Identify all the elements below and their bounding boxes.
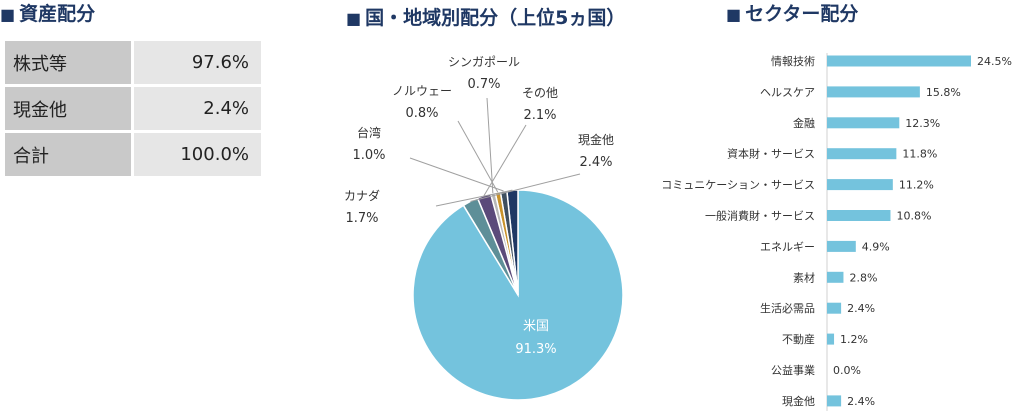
bar [827, 395, 842, 407]
square-bullet-icon: ■ [0, 5, 16, 24]
pie-label-name: カナダ [344, 188, 380, 203]
pie-leader-line [486, 97, 494, 194]
row-value: 97.6% [131, 41, 261, 84]
bar-category-label: 金融 [793, 116, 815, 130]
bar-value-label: 24.5% [977, 55, 1012, 68]
bar [827, 148, 897, 160]
table-row: 合計 100.0% [5, 133, 261, 176]
pie-label-name: 米国 [523, 319, 549, 334]
pie-label-value: 2.4% [579, 155, 612, 170]
table-row: 現金他 2.4% [5, 87, 261, 130]
bar-category-label: 情報技術 [771, 55, 815, 68]
country-allocation-title: ■ 国・地域別配分（上位5ヵ国） [346, 6, 625, 31]
pie-label-name: ノルウェー [392, 84, 452, 98]
bar-category-label: 不動産 [782, 332, 815, 346]
bar-category-label: 生活必需品 [760, 301, 815, 315]
bar-category-label: 一般消費財・サービス [705, 209, 815, 223]
pie-label-value: 1.7% [345, 211, 378, 226]
bar-value-label: 0.0% [833, 364, 861, 377]
bar [827, 86, 920, 98]
pie-leader-line [457, 120, 499, 193]
bar [827, 55, 971, 67]
pie-label-name: その他 [522, 86, 558, 100]
pie-leader-line [483, 124, 527, 196]
table-row: 株式等 97.6% [5, 41, 261, 84]
bar-category-label: 現金他 [782, 394, 815, 408]
pie-label-name: 台湾 [357, 125, 381, 140]
bar [827, 240, 856, 252]
bar [827, 179, 893, 191]
pie-leader-line [409, 157, 504, 192]
bar-value-label: 1.2% [840, 333, 868, 346]
pie-leader-line [435, 189, 513, 207]
sector-allocation-title: ■ セクター配分 [726, 2, 858, 27]
bar-category-label: エネルギー [760, 240, 815, 253]
bar-value-label: 10.8% [896, 210, 931, 223]
bar [827, 210, 891, 221]
asset-allocation-table: 株式等 97.6% 現金他 2.4% 合計 100.0% [5, 38, 261, 179]
pie-label-value: 2.1% [523, 108, 556, 123]
pie-label-value: 0.8% [405, 106, 438, 121]
row-value: 2.4% [131, 87, 261, 130]
sector-allocation-title-text: セクター配分 [745, 3, 859, 25]
row-value: 100.0% [131, 133, 261, 176]
pie-label-value: 0.7% [467, 77, 500, 92]
row-label: 株式等 [5, 41, 131, 84]
square-bullet-icon: ■ [346, 9, 362, 28]
country-allocation-title-text: 国・地域別配分（上位5ヵ国） [365, 7, 626, 29]
pie-label-value: 91.3% [515, 342, 556, 357]
bar-value-label: 4.9% [862, 240, 890, 253]
bar-value-label: 11.2% [899, 179, 934, 192]
country-pie-chart: 米国 91.3% カナダ 1.7% 台湾 1.0% ノルウェー 0.8% シンガポール 0.7% そ… [344, 55, 624, 401]
bar-value-label: 2.4% [847, 302, 875, 315]
bar [827, 271, 844, 283]
bar-value-label: 11.8% [902, 148, 937, 161]
pie-label-name: 現金他 [578, 132, 614, 147]
row-label: 現金他 [5, 87, 131, 130]
bar [827, 302, 842, 314]
pie-leader-line [470, 173, 581, 202]
sector-bar-chart: 情報技術 24.5% ヘルスケア 15.8% 金融 12.3% 資本財・サービス 11.8% コ… [661, 53, 1012, 411]
bar-category-label: 公益事業 [771, 363, 815, 377]
bar-category-label: 素材 [793, 270, 815, 284]
bar-category-label: ヘルスケア [760, 86, 815, 99]
bar-category-label: 資本財・サービス [727, 147, 815, 161]
asset-allocation-title-text: 資産配分 [19, 3, 96, 25]
bar-value-label: 15.8% [926, 86, 961, 99]
pie-label-value: 1.0% [352, 148, 385, 163]
bar [827, 117, 900, 129]
bar-value-label: 12.3% [905, 117, 940, 130]
asset-allocation-title: ■ 資産配分 [0, 2, 95, 27]
square-bullet-icon: ■ [726, 5, 742, 24]
bar-value-label: 2.8% [849, 271, 877, 284]
bar-value-label: 2.4% [847, 395, 875, 408]
bar [827, 333, 835, 345]
row-label: 合計 [5, 133, 131, 176]
pie-label-name: シンガポール [448, 55, 520, 69]
bar-category-label: コミュニケーション・サービス [661, 179, 815, 192]
